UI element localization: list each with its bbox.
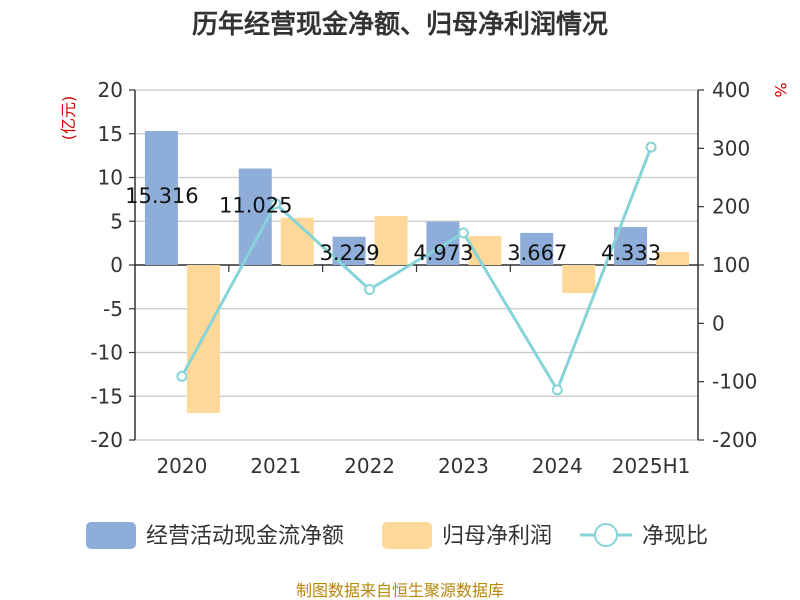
left-tick-label: -10: [90, 341, 123, 365]
right-tick-label: 0: [712, 311, 725, 335]
left-axis-unit: (亿元): [59, 96, 78, 141]
x-tick-label: 2023: [438, 454, 489, 478]
legend: 经营活动现金流净额 归母净利润 净现比: [86, 522, 708, 549]
cashflow-data-label: 15.316: [125, 184, 198, 208]
legend-swatch: [86, 522, 136, 549]
right-tick-label: 100: [712, 253, 750, 277]
profit-bar: [280, 217, 314, 265]
legend-label: 经营活动现金流净额: [146, 524, 344, 549]
left-tick-label: 15: [98, 122, 123, 146]
cashflow-bar: [238, 168, 272, 265]
x-tick-label: 2021: [250, 454, 301, 478]
cashflow-data-label: 11.025: [219, 194, 292, 218]
cashflow-data-label: 4.973: [413, 241, 473, 265]
chart-title: 历年经营现金净额、归母净利润情况: [192, 9, 608, 40]
bars: [144, 130, 690, 413]
left-tick-label: 5: [110, 209, 123, 233]
cashflow-bar: [614, 227, 648, 265]
cashflow-bar: [520, 232, 554, 265]
left-tick-label: 20: [98, 78, 123, 102]
cashflow-bar: [426, 221, 460, 265]
left-tick-label: -5: [103, 297, 123, 321]
profit-bar: [562, 265, 596, 293]
right-tick-label: -200: [712, 428, 757, 452]
ratio-point: [645, 141, 657, 153]
right-tick-label: 300: [712, 136, 750, 160]
right-tick-label: 400: [712, 78, 750, 102]
left-tick-label: 10: [98, 166, 123, 190]
data-labels: 15.316 11.025 3.229 4.973 3.667 4.333: [125, 184, 661, 265]
x-tick-label: 2022: [344, 454, 395, 478]
left-tick-label: 0: [110, 253, 123, 277]
legend-marker: [594, 523, 618, 547]
x-tick-label: 2025H1: [612, 454, 691, 478]
legend-label: 归母净利润: [442, 524, 552, 549]
profit-bar: [374, 216, 408, 265]
ratio-line: [176, 141, 657, 396]
source-note: 制图数据来自恒生聚源数据库: [296, 581, 504, 600]
left-tick-label: -20: [90, 428, 123, 452]
right-tick-label: -100: [712, 370, 757, 394]
ratio-point: [270, 198, 282, 210]
cashflow-bar: [144, 130, 178, 265]
profit-bar: [656, 251, 690, 265]
x-tick-label: 2024: [532, 454, 583, 478]
ratio-point: [457, 227, 469, 239]
legend-label: 净现比: [642, 524, 708, 549]
ratio-point: [551, 384, 563, 396]
cashflow-data-label: 3.229: [320, 241, 380, 265]
cashflow-data-label: 3.667: [507, 241, 567, 265]
x-tick-label: 2020: [156, 454, 207, 478]
right-axis-unit: %: [771, 82, 790, 97]
cashflow-data-label: 4.333: [601, 241, 661, 265]
legend-swatch: [382, 522, 432, 549]
ratio-point: [364, 284, 376, 295]
axes: 20 15 10 5 0 -5 -10 -15 -20 400 300 200 100 0 -100 -200…: [90, 78, 757, 478]
right-tick-label: 200: [712, 195, 750, 219]
ratio-line-path: [180, 146, 653, 394]
left-tick-label: -15: [90, 384, 123, 408]
ratio-point: [176, 370, 188, 382]
